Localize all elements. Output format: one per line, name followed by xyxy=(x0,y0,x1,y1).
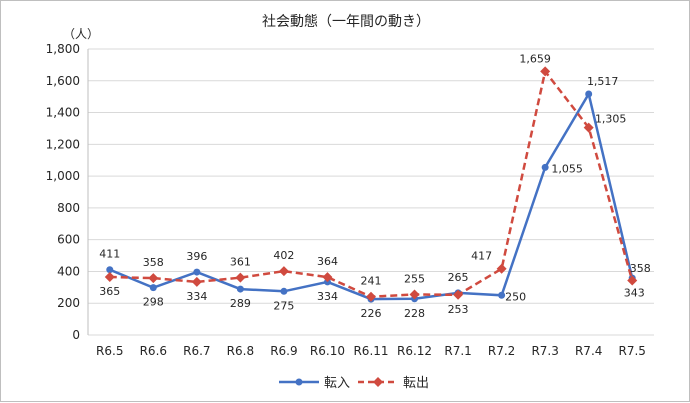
data-point xyxy=(193,268,201,276)
data-point xyxy=(149,284,157,292)
y-axis-unit-label: （人） xyxy=(63,27,99,41)
y-tick-label: 1,000 xyxy=(46,169,80,183)
data-point xyxy=(278,266,289,277)
chart-title: 社会動態（一年間の動き） xyxy=(262,14,430,30)
data-label: 228 xyxy=(404,307,425,320)
data-label: 334 xyxy=(317,290,338,303)
data-point xyxy=(191,276,202,287)
x-tick-label: R6.11 xyxy=(353,344,388,358)
data-label: 358 xyxy=(143,256,164,269)
data-label: 358 xyxy=(630,262,651,275)
data-label: 226 xyxy=(361,307,382,320)
data-point xyxy=(498,291,506,299)
data-label: 298 xyxy=(143,296,164,309)
legend-marker-tennyu xyxy=(295,378,303,386)
data-point xyxy=(496,263,507,274)
data-point xyxy=(540,66,551,77)
data-label: 396 xyxy=(186,250,207,263)
y-tick-label: 1,400 xyxy=(46,106,80,120)
x-tick-label: R7.1 xyxy=(444,344,471,358)
y-tick-label: 1,200 xyxy=(46,137,80,151)
data-label: 411 xyxy=(99,248,120,261)
x-tick-label: R6.8 xyxy=(227,344,254,358)
y-axis-ticks: 0 200 400 600 800 1,000 1,200 1,400 1,600 1,800 xyxy=(46,42,80,342)
data-label: 253 xyxy=(448,303,469,316)
data-point xyxy=(235,272,246,283)
x-tick-label: R7.4 xyxy=(575,344,602,358)
data-label: 1,055 xyxy=(551,162,583,175)
y-tick-label: 200 xyxy=(57,296,80,310)
data-point xyxy=(583,122,594,133)
x-tick-label: R6.12 xyxy=(397,344,432,358)
x-tick-label: R7.3 xyxy=(531,344,558,358)
y-tick-label: 800 xyxy=(57,201,80,215)
x-tick-label: R6.7 xyxy=(183,344,210,358)
data-label: 275 xyxy=(273,299,294,312)
legend-marker-tenshutsu xyxy=(373,377,383,387)
data-point xyxy=(409,289,420,300)
data-label: 343 xyxy=(624,287,645,300)
data-label: 365 xyxy=(99,285,120,298)
y-tick-label: 1,600 xyxy=(46,74,80,88)
data-point xyxy=(366,291,376,302)
data-point xyxy=(322,272,333,283)
data-label: 364 xyxy=(317,255,338,268)
data-label: 255 xyxy=(404,272,425,285)
data-label: 289 xyxy=(230,297,251,310)
data-label: 250 xyxy=(505,290,526,303)
data-label: 1,305 xyxy=(595,113,627,126)
data-point xyxy=(104,272,115,283)
legend: 転入 転出 xyxy=(279,376,429,391)
gridlines xyxy=(87,48,654,336)
data-label: 265 xyxy=(448,271,469,284)
y-tick-label: 0 xyxy=(72,328,80,342)
x-tick-label: R6.6 xyxy=(140,344,167,358)
data-labels: 411 365 298 358 396 334 289 361 275 402 334 364 226 2… xyxy=(99,52,650,320)
x-axis-ticks: R6.5 R6.6 R6.7 R6.8 R6.9 R6.10 R6.11 R6.12 R7.1 R… xyxy=(96,344,646,358)
data-point xyxy=(106,266,114,274)
data-label: 241 xyxy=(361,275,382,288)
data-point xyxy=(280,287,288,295)
x-tick-label: R7.2 xyxy=(488,344,515,358)
data-label: 1,659 xyxy=(519,52,551,65)
data-point xyxy=(627,275,638,286)
x-tick-label: R6.5 xyxy=(96,344,123,358)
legend-label-tennyu: 転入 xyxy=(324,376,350,391)
y-tick-label: 1,800 xyxy=(46,42,80,56)
y-tick-label: 400 xyxy=(57,264,80,278)
x-tick-label: R7.5 xyxy=(619,344,646,358)
legend-label-tenshutsu: 転出 xyxy=(403,376,429,391)
data-point xyxy=(585,90,593,98)
data-label: 334 xyxy=(186,290,207,303)
data-label: 1,517 xyxy=(587,75,619,88)
data-point xyxy=(453,289,464,300)
x-tick-label: R6.9 xyxy=(270,344,297,358)
series-layer xyxy=(104,66,638,303)
data-point xyxy=(541,163,549,171)
data-point xyxy=(148,273,159,284)
data-label: 361 xyxy=(230,256,251,269)
series-line-0 xyxy=(109,90,634,301)
data-label: 417 xyxy=(471,250,492,263)
data-label: 402 xyxy=(273,249,294,262)
y-tick-label: 600 xyxy=(57,233,80,247)
x-tick-label: R6.10 xyxy=(310,344,345,358)
data-point xyxy=(236,285,244,293)
